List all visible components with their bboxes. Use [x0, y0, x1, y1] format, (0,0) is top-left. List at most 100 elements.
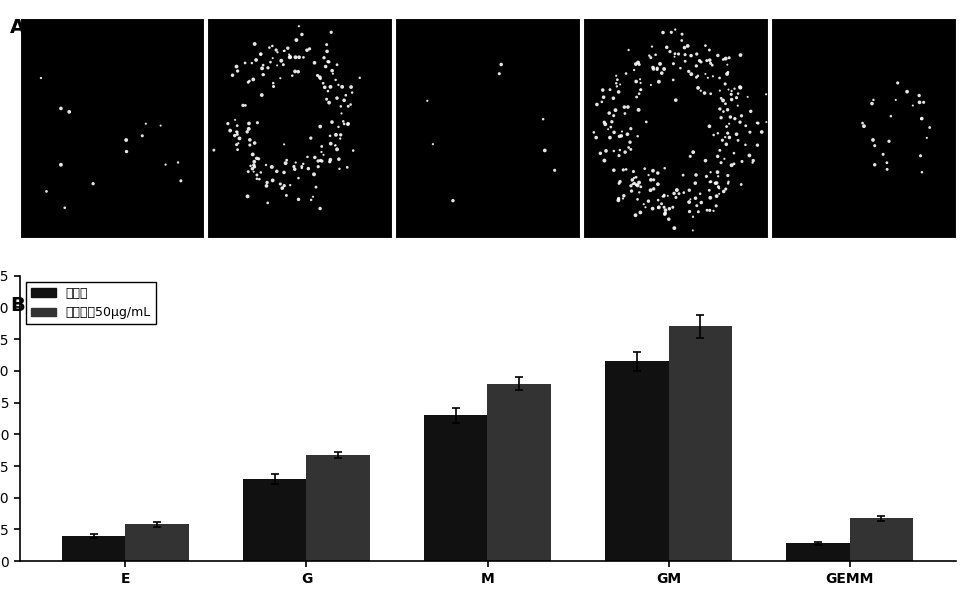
Point	[722, 112, 738, 122]
Point	[261, 43, 277, 52]
Point	[626, 65, 642, 75]
Point	[241, 118, 256, 128]
Point	[690, 83, 706, 93]
Point	[673, 63, 688, 73]
Point	[914, 114, 929, 124]
Point	[705, 71, 721, 81]
Point	[299, 45, 315, 55]
Point	[656, 203, 672, 212]
Point	[720, 69, 735, 79]
Point	[683, 70, 699, 79]
Point	[588, 133, 604, 143]
Point	[867, 141, 882, 151]
Point	[716, 107, 731, 117]
Point	[718, 79, 733, 89]
Point	[229, 62, 245, 71]
Point	[667, 52, 682, 62]
Point	[260, 198, 276, 208]
Point	[723, 90, 739, 99]
Point	[697, 88, 713, 98]
Point	[328, 140, 343, 150]
Point	[914, 113, 929, 123]
Point	[238, 101, 254, 110]
Point	[602, 108, 617, 118]
Point	[915, 167, 930, 177]
Point	[738, 121, 754, 131]
Point	[586, 127, 602, 137]
Point	[638, 203, 653, 212]
Point	[913, 151, 928, 160]
Point	[612, 79, 628, 89]
Point	[246, 160, 261, 170]
Point	[754, 127, 769, 137]
Point	[277, 46, 292, 56]
Point	[651, 77, 667, 87]
Point	[246, 167, 261, 176]
Point	[316, 150, 332, 160]
Point	[324, 117, 339, 127]
Point	[269, 167, 285, 176]
Point	[732, 82, 748, 92]
Point	[262, 57, 278, 67]
Point	[597, 156, 612, 165]
Point	[605, 93, 621, 103]
Point	[610, 195, 626, 205]
Bar	[306, 455, 370, 561]
Point	[607, 106, 623, 115]
Point	[699, 171, 715, 181]
Point	[720, 60, 735, 70]
Point	[723, 160, 739, 170]
Point	[665, 203, 681, 212]
Point	[636, 199, 651, 209]
Point	[312, 204, 328, 213]
Point	[333, 101, 349, 111]
Point	[622, 137, 638, 147]
Point	[596, 92, 611, 102]
Bar	[605, 361, 669, 561]
Point	[229, 121, 245, 131]
Point	[292, 52, 307, 62]
Point	[265, 176, 281, 185]
Point	[255, 60, 271, 70]
Bar	[424, 415, 488, 561]
Point	[265, 53, 281, 63]
Point	[611, 151, 627, 160]
Point	[881, 137, 897, 146]
Point	[331, 122, 346, 132]
Point	[333, 109, 349, 118]
Bar	[243, 479, 306, 561]
Point	[728, 93, 744, 102]
Point	[890, 78, 906, 88]
Point	[719, 121, 734, 131]
Point	[721, 177, 736, 187]
Point	[676, 170, 691, 180]
Point	[912, 98, 927, 107]
Point	[688, 61, 704, 71]
Point	[689, 201, 705, 210]
Point	[589, 99, 604, 109]
Point	[867, 160, 882, 170]
Point	[717, 154, 732, 163]
Point	[313, 156, 329, 165]
Point	[899, 87, 915, 96]
Point	[273, 56, 289, 66]
Point	[658, 206, 674, 215]
Point	[865, 135, 880, 145]
Point	[723, 95, 739, 104]
Point	[249, 55, 264, 65]
Point	[270, 48, 286, 57]
Point	[711, 182, 726, 192]
Point	[759, 117, 774, 127]
Point	[644, 175, 659, 185]
Point	[228, 127, 244, 137]
Point	[57, 203, 72, 213]
Point	[685, 212, 701, 221]
Point	[614, 127, 630, 137]
Point	[597, 117, 612, 127]
Point	[654, 199, 670, 209]
Point	[750, 140, 765, 150]
Point	[621, 45, 637, 55]
Point	[690, 207, 706, 217]
Point	[310, 156, 326, 166]
Point	[683, 51, 699, 60]
